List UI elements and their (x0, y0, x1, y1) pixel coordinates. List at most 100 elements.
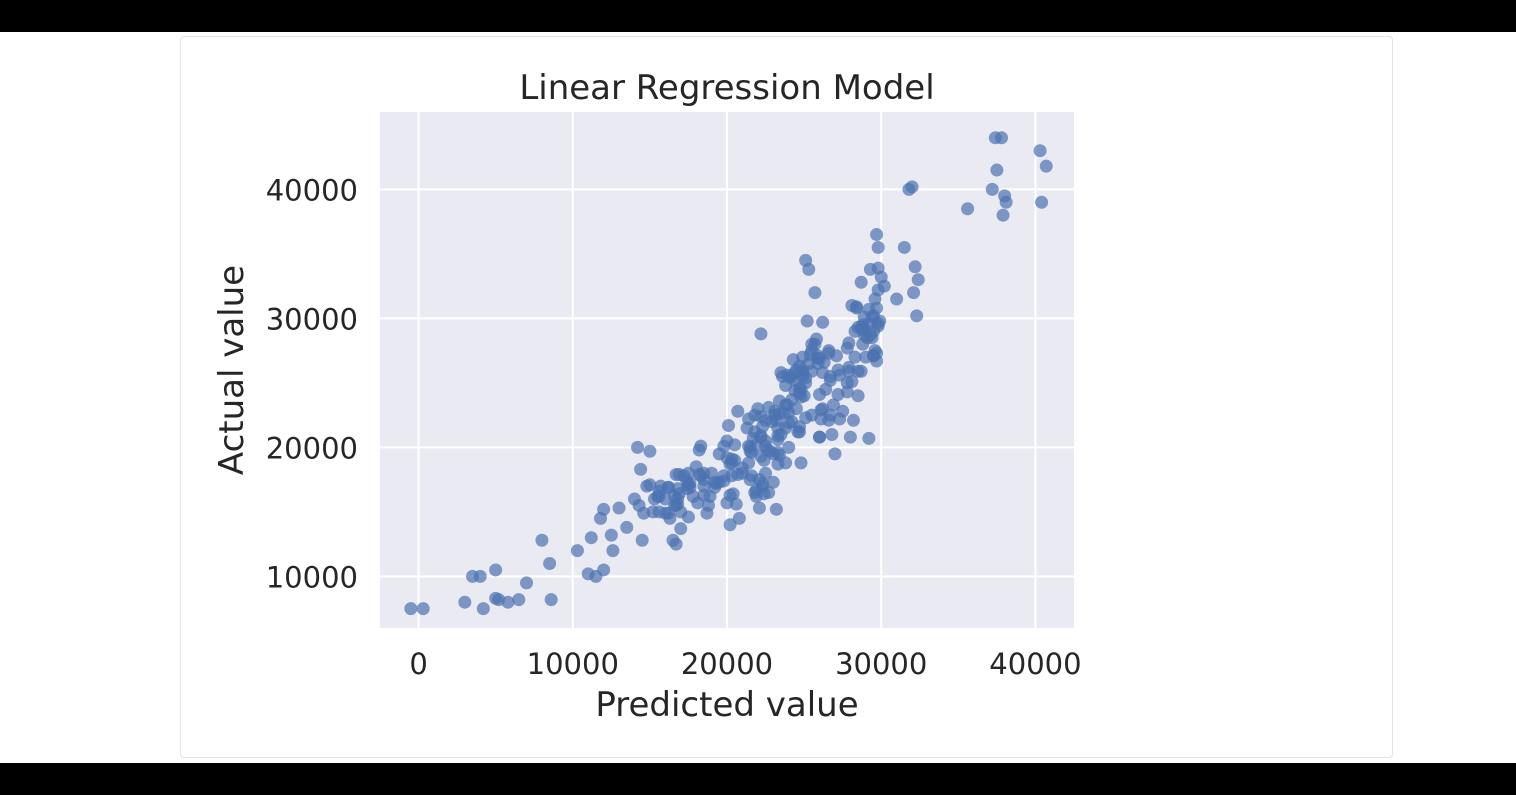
data-point (742, 456, 756, 470)
data-point (720, 451, 734, 465)
data-point (489, 563, 503, 577)
data-point (766, 475, 780, 489)
data-point (672, 487, 686, 501)
data-point (814, 412, 828, 426)
data-point (813, 388, 827, 402)
data-point (985, 182, 999, 196)
data-point (473, 569, 487, 583)
data-point (634, 462, 648, 476)
data-point (870, 228, 884, 242)
x-tick-label: 30000 (835, 647, 927, 681)
data-point (742, 412, 756, 426)
data-point (871, 283, 885, 297)
y-tick-label: 10000 (266, 560, 358, 594)
data-point (749, 483, 763, 497)
x-tick-label: 10000 (527, 647, 619, 681)
data-point (492, 593, 506, 607)
data-point (897, 240, 911, 254)
data-point (792, 425, 806, 439)
data-point (620, 520, 634, 534)
data-point (754, 409, 768, 423)
data-point (762, 400, 776, 414)
data-point (771, 446, 785, 460)
data-point (833, 412, 847, 426)
data-point (728, 438, 742, 452)
data-point (694, 439, 708, 453)
data-point (905, 180, 919, 194)
data-point (757, 453, 771, 467)
data-point (794, 456, 808, 470)
data-point (850, 301, 864, 315)
data-point (709, 477, 723, 491)
data-point (833, 368, 847, 382)
data-point (908, 260, 922, 274)
data-point (683, 480, 697, 494)
data-point (637, 506, 651, 520)
data-point (842, 336, 856, 350)
x-tick-label: 20000 (681, 647, 773, 681)
data-point (809, 332, 823, 346)
x-tick-label: 0 (409, 647, 427, 681)
data-point (1039, 159, 1053, 173)
data-point (843, 430, 857, 444)
data-point (669, 537, 683, 551)
data-point (681, 510, 695, 524)
data-point (828, 447, 842, 461)
data-point (731, 467, 745, 481)
x-tick-labels: 0 10000 20000 30000 40000 (409, 647, 1081, 681)
data-point (458, 595, 472, 609)
data-point (846, 413, 860, 427)
data-point (826, 398, 840, 412)
data-point (845, 375, 859, 389)
data-point (816, 366, 830, 380)
data-point (990, 163, 1004, 177)
data-point (785, 393, 799, 407)
data-point (597, 502, 611, 516)
data-point (720, 496, 734, 510)
data-point (813, 430, 827, 444)
data-point (731, 404, 745, 418)
data-point (631, 440, 645, 454)
data-point (672, 467, 686, 481)
x-tick-label: 40000 (989, 647, 1081, 681)
data-point (520, 576, 534, 590)
data-point (543, 557, 557, 570)
y-tick-labels: 10000 20000 30000 40000 (266, 173, 358, 594)
data-point (697, 479, 711, 493)
data-point (871, 240, 885, 254)
data-point (643, 478, 657, 492)
data-point (584, 531, 598, 545)
y-axis-label: Actual value (212, 265, 252, 475)
data-point (769, 502, 783, 516)
data-point (779, 421, 793, 435)
data-point (652, 505, 666, 519)
data-point (786, 353, 800, 367)
data-point (825, 428, 839, 441)
data-point (745, 469, 759, 483)
y-tick-label: 30000 (266, 302, 358, 336)
data-point (851, 389, 865, 403)
data-point (643, 444, 657, 458)
data-point (612, 501, 626, 515)
data-point (661, 480, 675, 494)
data-point (862, 431, 876, 445)
data-point (995, 131, 1009, 145)
data-point (722, 418, 736, 432)
data-point (512, 593, 526, 607)
data-point (723, 518, 737, 532)
data-point (816, 315, 830, 329)
data-point (635, 533, 649, 547)
data-point (782, 440, 796, 454)
data-point (808, 286, 822, 300)
x-axis-label: Predicted value (595, 685, 858, 725)
data-point (604, 528, 618, 542)
data-point (910, 309, 924, 323)
chart-title: Linear Regression Model (519, 68, 934, 108)
data-point (1033, 144, 1047, 158)
data-points (404, 131, 1053, 616)
data-point (871, 261, 885, 275)
data-point (780, 368, 794, 382)
data-point (663, 511, 677, 525)
data-point (754, 430, 768, 444)
